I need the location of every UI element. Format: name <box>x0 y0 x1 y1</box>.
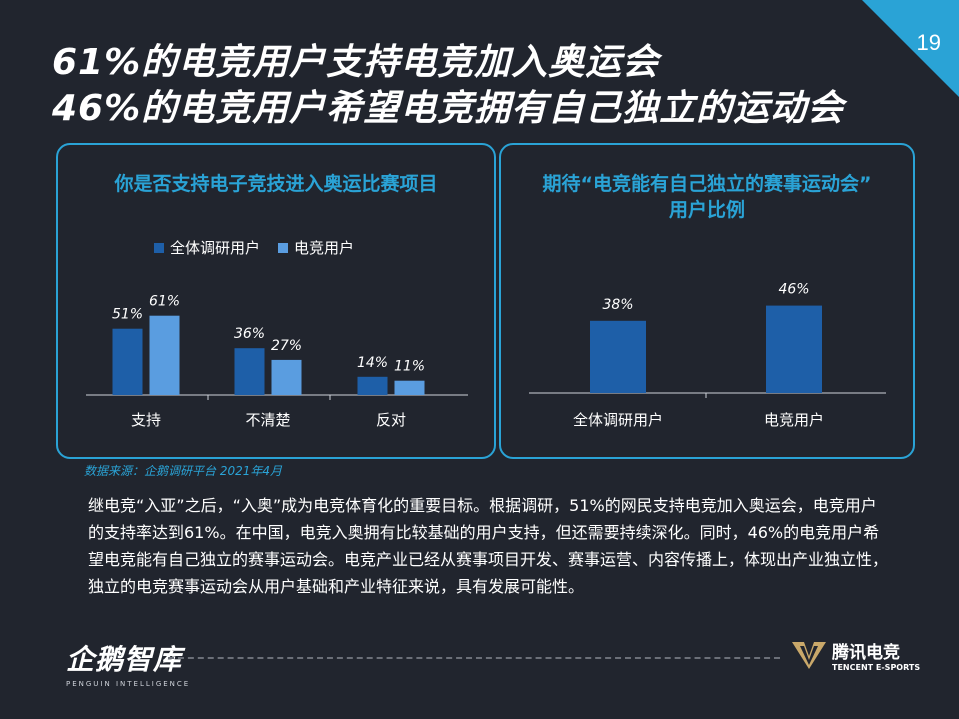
page-corner-triangle <box>862 0 959 97</box>
body-paragraph: 继电竞“入亚”之后，“入奥”成为电竞体育化的重要目标。根据调研，51%的网民支持… <box>88 496 889 596</box>
footer-divider <box>168 657 780 659</box>
legend-label: 电竞用户 <box>294 239 355 257</box>
title-line-2: 46%的电竞用户希望电竞拥有自己独立的运动会 <box>52 88 845 129</box>
bar <box>112 328 143 395</box>
bar <box>234 348 265 395</box>
data-source: 数据来源：企鹅调研平台 2021年4月 <box>84 464 282 478</box>
data-label: 51% <box>112 307 143 323</box>
logo-text-block: 腾讯电竞 TENCENT E-SPORTS <box>832 638 920 672</box>
chart-panel-independent-games: 期待“电竞能有自己独立的赛事运动会” 用户比例 38% 全体调研用户 46% 电竞用户 <box>499 143 915 459</box>
category-label: 不清楚 <box>245 411 290 429</box>
legend-swatch <box>278 242 289 253</box>
category-label: 支持 <box>131 411 161 429</box>
chart-title-line-1: 期待“电竞能有自己独立的赛事运动会” <box>542 173 872 195</box>
logo-text-cn: 腾讯电竞 <box>832 643 900 663</box>
bar <box>357 376 388 395</box>
tencent-esports-logo: 腾讯电竞 TENCENT E-SPORTS <box>792 638 920 672</box>
chart-independent-games: 38% 全体调研用户 46% 电竞用户 <box>529 282 886 429</box>
logo-text-en: TENCENT E-SPORTS <box>832 663 921 672</box>
bar <box>149 315 180 395</box>
data-label: 11% <box>394 359 425 375</box>
legend-item: 全体调研用户 <box>154 237 260 258</box>
legend-swatch <box>154 242 164 253</box>
chart-title: 你是否支持电子竞技进入奥运比赛项目 <box>114 173 438 195</box>
logo-text-en: PENGUIN INTELLIGENCE <box>66 680 191 688</box>
bar <box>271 359 302 395</box>
title-line-1: 61%的电竞用户支持电竞加入奥运会 <box>52 42 660 83</box>
legend-label: 全体调研用户 <box>170 239 261 257</box>
page-number: 19 <box>916 30 941 55</box>
chart-title: 期待“电竞能有自己独立的赛事运动会” 用户比例 <box>501 171 913 223</box>
data-label: 36% <box>234 326 265 342</box>
legend-item: 电竞用户 <box>278 237 354 258</box>
data-label: 38% <box>602 297 633 313</box>
category-label: 电竞用户 <box>764 411 824 429</box>
bar <box>766 305 822 393</box>
data-label: 27% <box>271 338 302 354</box>
data-label: 14% <box>357 355 388 371</box>
bar <box>590 320 646 393</box>
chart-olympics-support: 51% 61% 支持 36% 27% 不清楚 14% 11% 反对 <box>86 294 468 429</box>
category-label: 全体调研用户 <box>573 411 663 429</box>
chart-panel-olympics: 你是否支持电子竞技进入奥运比赛项目 全体调研用户 电竞用户 51% 61% 支持 36… <box>56 143 496 459</box>
data-label: 61% <box>149 294 180 310</box>
chart-legend: 全体调研用户 电竞用户 <box>154 237 354 258</box>
chart-title-line-2: 用户比例 <box>668 199 745 221</box>
category-label: 反对 <box>376 411 406 429</box>
tencent-esports-emblem-icon <box>792 642 826 669</box>
bar <box>394 380 425 395</box>
logo-text-cn: 企鹅智库 <box>66 643 183 676</box>
penguin-intelligence-logo: 企鹅智库 PENGUIN INTELLIGENCE <box>66 638 190 688</box>
data-label: 46% <box>778 282 809 298</box>
page-title: 61%的电竞用户支持电竞加入奥运会 46%的电竞用户希望电竞拥有自己独立的运动会 <box>52 40 882 132</box>
